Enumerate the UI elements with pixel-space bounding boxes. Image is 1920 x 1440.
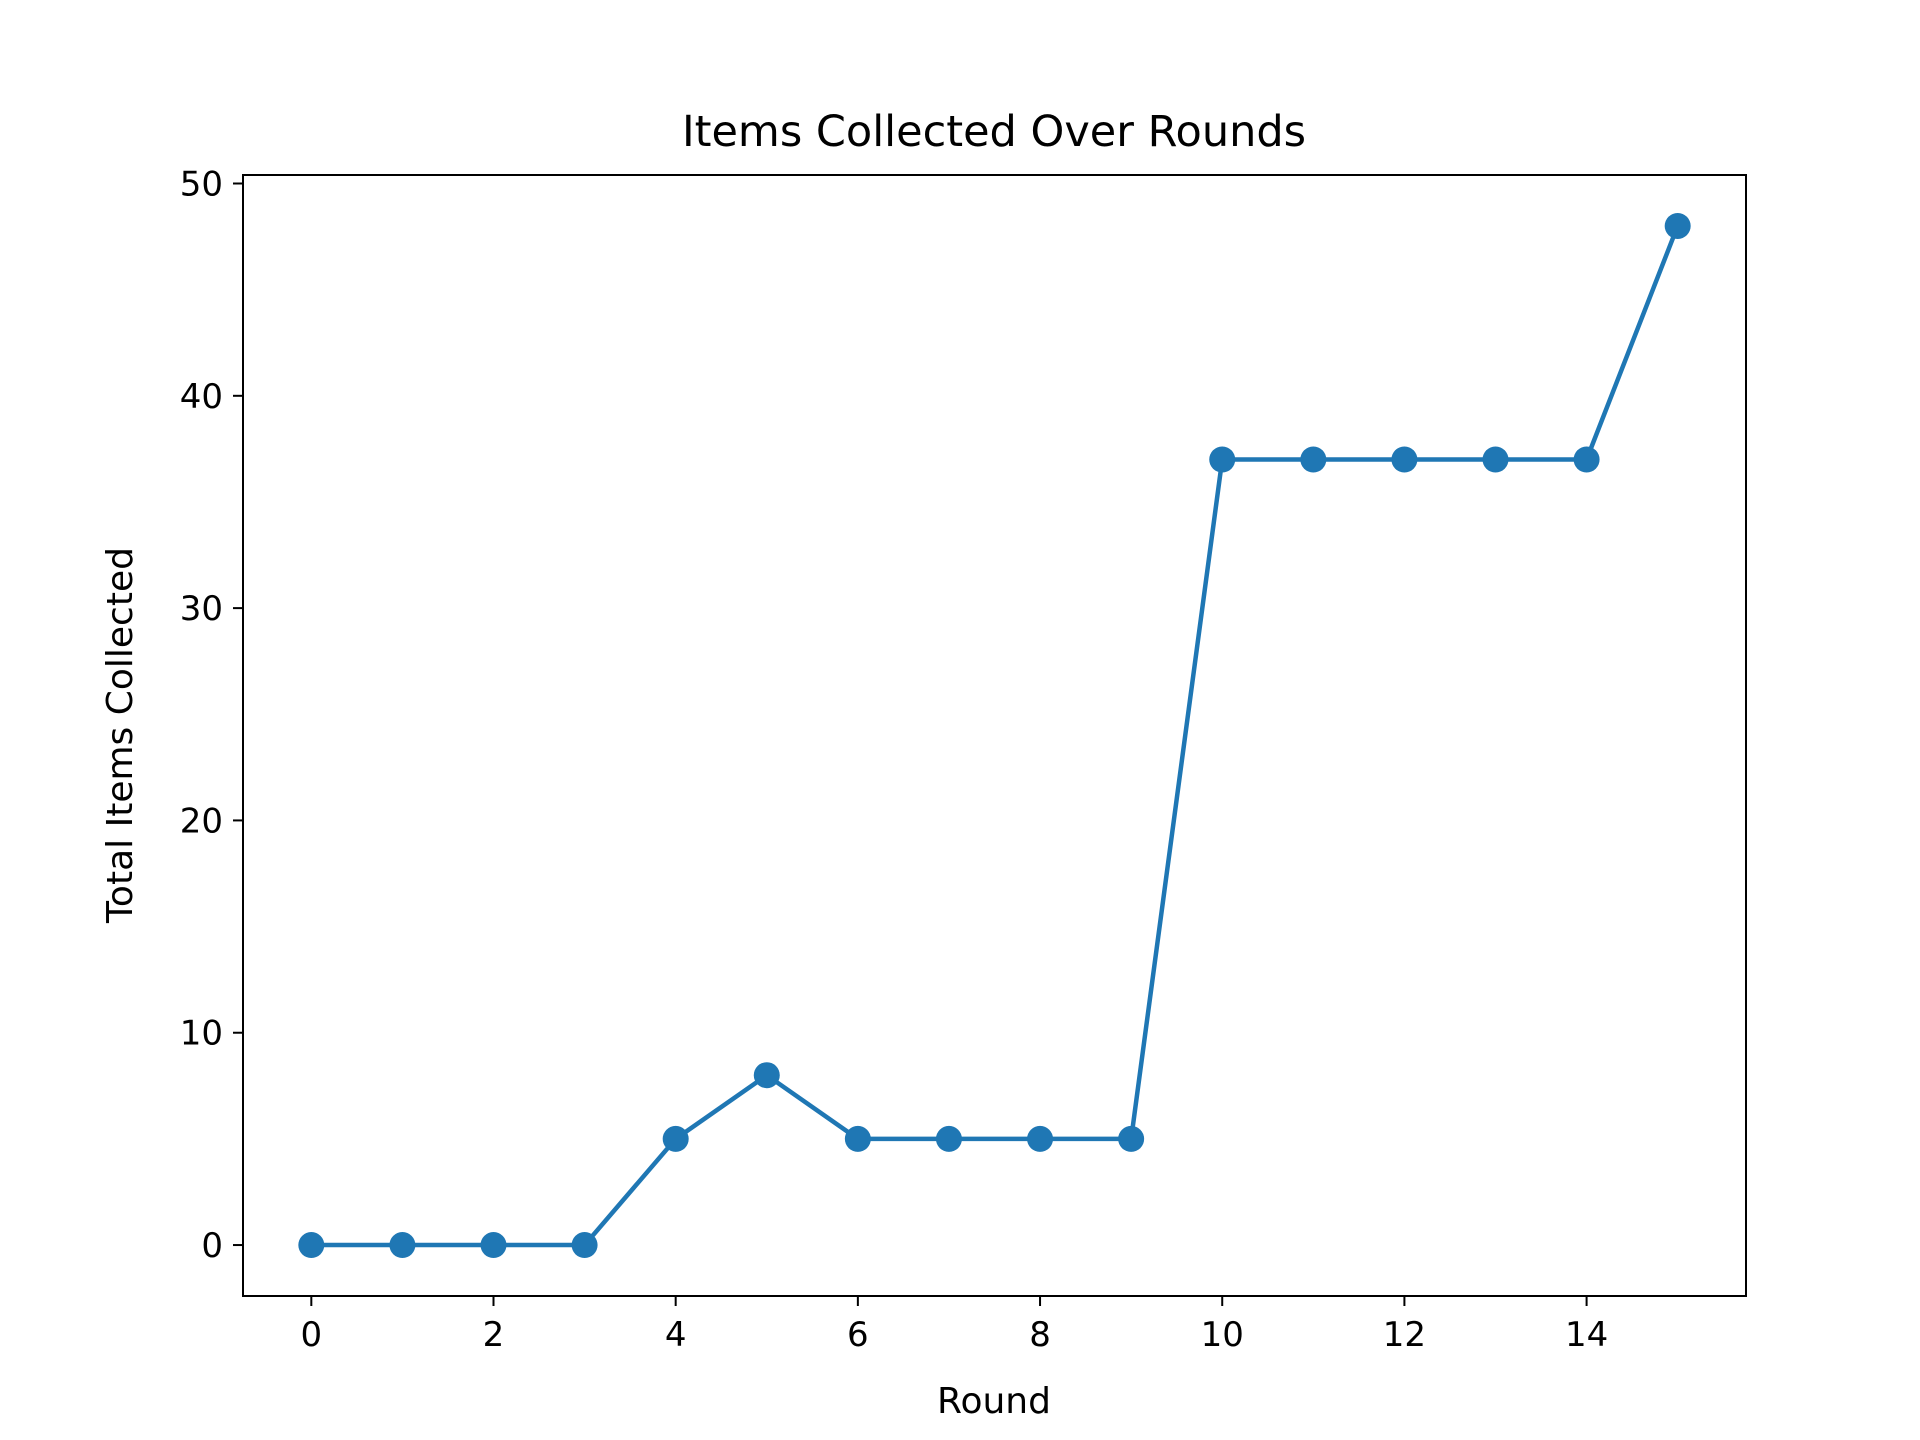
x-tick-label: 2 [483, 1315, 505, 1355]
data-point [1573, 446, 1600, 473]
series-line [311, 225, 1680, 1248]
x-axis-ticks: 0 2 4 6 8 10 12 14 [300, 1296, 1608, 1355]
data-point [571, 1232, 598, 1259]
chart-title: Items Collected Over Rounds [682, 107, 1306, 157]
data-point [1391, 446, 1418, 473]
data-point [1027, 1125, 1054, 1152]
y-tick-label: 50 [180, 164, 223, 204]
y-axis-label: Total Items Collected [100, 547, 141, 924]
data-point [662, 1125, 689, 1152]
data-point [1664, 212, 1691, 239]
y-tick-label: 10 [180, 1014, 223, 1054]
y-tick-label: 40 [180, 377, 223, 417]
x-tick-label: 10 [1201, 1315, 1244, 1355]
x-tick-label: 0 [300, 1315, 322, 1355]
y-tick-label: 0 [201, 1226, 223, 1266]
x-tick-label: 6 [847, 1315, 869, 1355]
data-point [298, 1232, 325, 1259]
data-point [935, 1125, 962, 1152]
data-point [1482, 446, 1509, 473]
data-point [1300, 446, 1327, 473]
y-tick-label: 20 [180, 801, 223, 841]
data-point [389, 1232, 416, 1259]
data-point [1118, 1125, 1145, 1152]
x-tick-label: 12 [1383, 1315, 1426, 1355]
x-tick-label: 4 [665, 1315, 687, 1355]
data-point [753, 1062, 780, 1089]
series-markers [298, 212, 1691, 1259]
plot-area-frame [242, 174, 1747, 1297]
x-tick-label: 14 [1565, 1315, 1608, 1355]
y-axis-ticks: 0 10 20 30 40 50 [180, 164, 243, 1266]
x-axis-label: Round [937, 1381, 1051, 1422]
x-tick-label: 8 [1029, 1315, 1051, 1355]
data-point [480, 1232, 507, 1259]
y-tick-label: 30 [180, 589, 223, 629]
data-point [1209, 446, 1236, 473]
data-point [844, 1125, 871, 1152]
